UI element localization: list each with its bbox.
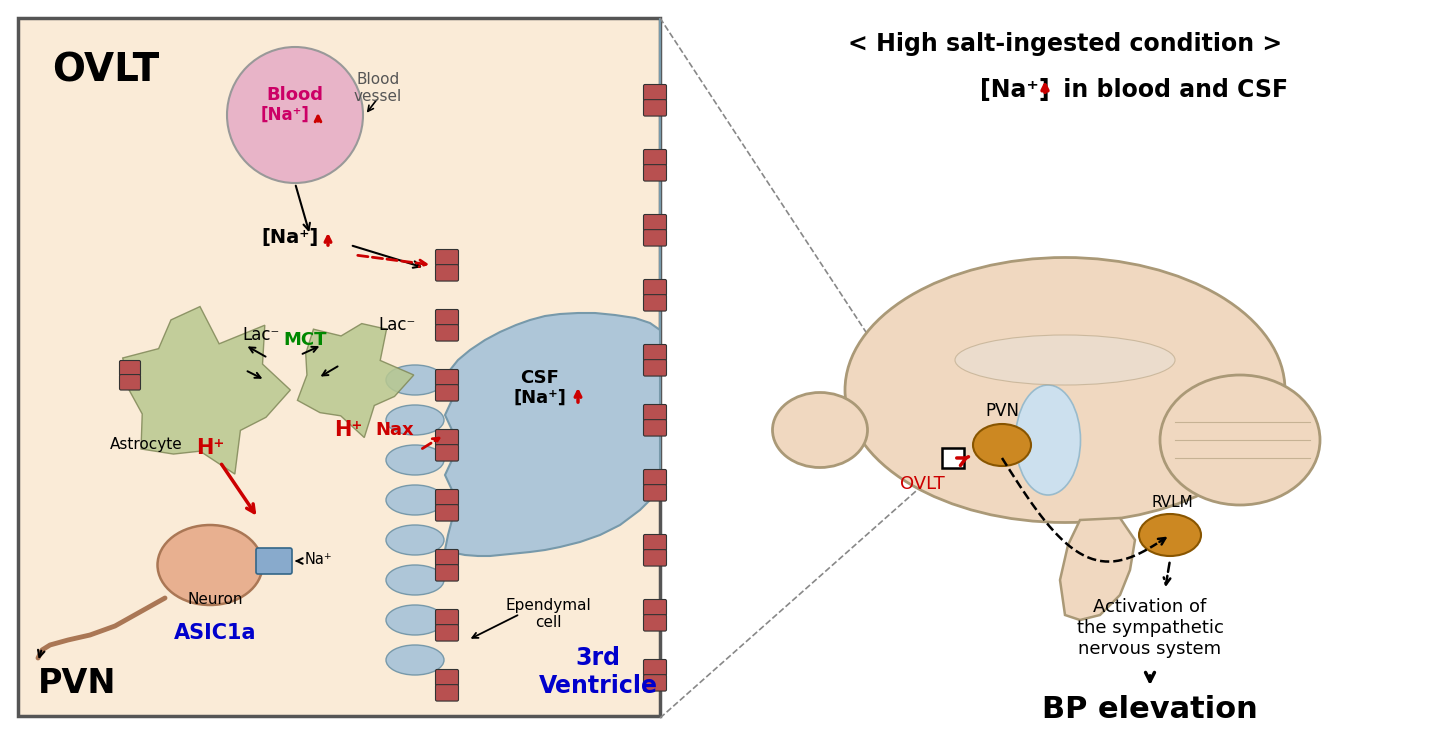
FancyBboxPatch shape: [435, 310, 458, 326]
Text: PVN: PVN: [985, 402, 1020, 420]
Text: H⁺: H⁺: [196, 438, 225, 458]
Ellipse shape: [845, 258, 1284, 523]
Text: 3rd
Ventricle: 3rd Ventricle: [539, 646, 658, 698]
FancyBboxPatch shape: [644, 550, 667, 566]
FancyBboxPatch shape: [435, 445, 458, 461]
FancyBboxPatch shape: [644, 280, 667, 296]
Ellipse shape: [973, 424, 1031, 466]
Text: MCT: MCT: [284, 331, 327, 349]
FancyBboxPatch shape: [435, 250, 458, 266]
Ellipse shape: [386, 645, 444, 675]
FancyBboxPatch shape: [435, 564, 458, 581]
Text: Blood: Blood: [266, 86, 324, 104]
Text: Neuron: Neuron: [187, 592, 243, 608]
Polygon shape: [445, 18, 660, 556]
FancyBboxPatch shape: [435, 685, 458, 701]
FancyBboxPatch shape: [435, 550, 458, 566]
Polygon shape: [122, 307, 291, 474]
FancyBboxPatch shape: [435, 369, 458, 386]
FancyBboxPatch shape: [644, 214, 667, 231]
Ellipse shape: [1161, 375, 1320, 505]
Ellipse shape: [386, 485, 444, 515]
FancyBboxPatch shape: [644, 614, 667, 631]
Ellipse shape: [955, 335, 1175, 385]
FancyBboxPatch shape: [435, 265, 458, 281]
FancyBboxPatch shape: [435, 324, 458, 341]
FancyBboxPatch shape: [644, 470, 667, 486]
Text: in blood and CSF: in blood and CSF: [1056, 78, 1289, 102]
Polygon shape: [298, 324, 413, 437]
Text: OVLT: OVLT: [900, 475, 945, 493]
FancyBboxPatch shape: [644, 164, 667, 181]
Text: [Na⁺]: [Na⁺]: [261, 106, 310, 124]
FancyBboxPatch shape: [435, 669, 458, 686]
Text: Lac⁻: Lac⁻: [377, 316, 415, 334]
Ellipse shape: [1015, 385, 1080, 495]
Ellipse shape: [157, 525, 262, 605]
Ellipse shape: [386, 565, 444, 595]
Text: [Na⁺]: [Na⁺]: [981, 78, 1050, 102]
FancyBboxPatch shape: [120, 374, 141, 390]
Ellipse shape: [386, 525, 444, 555]
FancyBboxPatch shape: [644, 230, 667, 246]
Circle shape: [228, 47, 363, 183]
Text: [Na⁺]: [Na⁺]: [514, 389, 566, 407]
FancyBboxPatch shape: [644, 534, 667, 551]
FancyBboxPatch shape: [644, 404, 667, 421]
FancyBboxPatch shape: [644, 675, 667, 691]
Ellipse shape: [386, 605, 444, 635]
Text: Nax: Nax: [376, 421, 415, 439]
Text: Ependymal
cell: Ependymal cell: [505, 598, 590, 631]
Ellipse shape: [1139, 514, 1201, 556]
Text: CSF: CSF: [521, 369, 559, 387]
Text: < High salt-ingested condition >: < High salt-ingested condition >: [848, 32, 1282, 56]
Text: BP elevation: BP elevation: [1043, 695, 1259, 724]
Text: PVN: PVN: [37, 667, 117, 700]
FancyBboxPatch shape: [644, 660, 667, 676]
FancyBboxPatch shape: [644, 150, 667, 166]
Ellipse shape: [386, 365, 444, 395]
Ellipse shape: [386, 445, 444, 475]
FancyBboxPatch shape: [644, 100, 667, 116]
Text: [Na⁺]: [Na⁺]: [262, 228, 318, 247]
Text: Lac⁻: Lac⁻: [242, 326, 279, 344]
FancyBboxPatch shape: [644, 84, 667, 101]
FancyBboxPatch shape: [644, 360, 667, 376]
Text: ASIC1a: ASIC1a: [174, 623, 256, 643]
FancyBboxPatch shape: [256, 548, 292, 574]
Polygon shape: [1060, 518, 1135, 620]
FancyBboxPatch shape: [435, 490, 458, 506]
Ellipse shape: [386, 405, 444, 435]
FancyBboxPatch shape: [644, 484, 667, 501]
Bar: [942, 448, 963, 468]
FancyBboxPatch shape: [120, 360, 141, 376]
FancyBboxPatch shape: [644, 294, 667, 311]
FancyBboxPatch shape: [644, 420, 667, 436]
Text: H⁺: H⁺: [334, 420, 363, 440]
FancyBboxPatch shape: [644, 600, 667, 616]
FancyBboxPatch shape: [435, 504, 458, 521]
Text: RVLM: RVLM: [1151, 495, 1192, 510]
FancyBboxPatch shape: [435, 385, 458, 401]
FancyBboxPatch shape: [17, 18, 660, 716]
Text: Blood
vessel: Blood vessel: [354, 72, 402, 104]
Text: Activation of
the sympathetic
nervous system: Activation of the sympathetic nervous sy…: [1077, 598, 1224, 658]
Ellipse shape: [772, 393, 867, 468]
Text: OVLT: OVLT: [52, 52, 160, 90]
Text: Na⁺: Na⁺: [305, 553, 333, 567]
FancyBboxPatch shape: [435, 429, 458, 446]
Text: Astrocyte: Astrocyte: [109, 437, 183, 452]
FancyBboxPatch shape: [435, 625, 458, 641]
FancyBboxPatch shape: [435, 609, 458, 626]
FancyBboxPatch shape: [644, 344, 667, 361]
